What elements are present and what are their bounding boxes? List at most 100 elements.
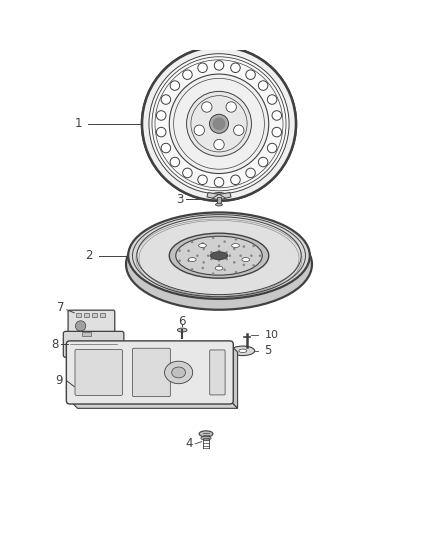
Circle shape xyxy=(210,251,213,254)
Circle shape xyxy=(272,127,282,137)
FancyBboxPatch shape xyxy=(75,350,122,395)
Ellipse shape xyxy=(165,361,193,384)
Text: 7: 7 xyxy=(57,301,65,314)
Circle shape xyxy=(214,139,224,150)
Circle shape xyxy=(218,264,220,266)
Circle shape xyxy=(214,61,224,70)
Circle shape xyxy=(218,245,220,247)
Circle shape xyxy=(267,143,277,153)
Bar xyxy=(100,313,105,317)
Circle shape xyxy=(239,254,242,257)
Bar xyxy=(82,332,91,336)
Circle shape xyxy=(212,272,215,275)
Text: 10: 10 xyxy=(265,330,279,340)
Circle shape xyxy=(201,242,204,245)
Circle shape xyxy=(252,264,255,266)
Circle shape xyxy=(196,254,199,257)
Circle shape xyxy=(191,268,194,271)
Circle shape xyxy=(235,271,237,273)
FancyBboxPatch shape xyxy=(64,332,124,357)
Circle shape xyxy=(259,254,261,257)
Circle shape xyxy=(201,102,212,112)
Circle shape xyxy=(250,254,253,257)
Circle shape xyxy=(202,248,205,251)
Circle shape xyxy=(233,125,244,135)
Circle shape xyxy=(223,269,226,271)
Ellipse shape xyxy=(176,236,262,275)
Circle shape xyxy=(246,70,255,79)
Circle shape xyxy=(258,81,268,90)
FancyBboxPatch shape xyxy=(210,350,225,395)
Circle shape xyxy=(212,117,226,130)
Ellipse shape xyxy=(177,328,187,332)
Circle shape xyxy=(210,258,213,260)
Circle shape xyxy=(226,102,237,112)
Circle shape xyxy=(170,157,180,167)
Circle shape xyxy=(231,175,240,184)
Circle shape xyxy=(235,238,237,240)
Circle shape xyxy=(218,249,220,252)
Circle shape xyxy=(161,95,171,104)
Ellipse shape xyxy=(198,244,206,247)
Polygon shape xyxy=(70,401,237,408)
Circle shape xyxy=(178,260,181,262)
Circle shape xyxy=(194,125,205,135)
Circle shape xyxy=(252,245,255,247)
Bar xyxy=(84,313,89,317)
Polygon shape xyxy=(207,192,219,198)
Ellipse shape xyxy=(211,192,227,199)
Circle shape xyxy=(218,259,220,262)
Polygon shape xyxy=(230,344,237,408)
Ellipse shape xyxy=(137,217,301,295)
Text: 9: 9 xyxy=(55,374,63,387)
Polygon shape xyxy=(219,192,231,198)
Circle shape xyxy=(258,157,268,167)
Circle shape xyxy=(187,249,190,252)
Circle shape xyxy=(201,266,204,269)
Circle shape xyxy=(243,245,245,248)
Circle shape xyxy=(231,63,240,72)
Circle shape xyxy=(198,175,207,184)
Circle shape xyxy=(209,114,229,133)
Ellipse shape xyxy=(232,244,240,247)
Circle shape xyxy=(198,63,207,72)
Ellipse shape xyxy=(231,346,254,356)
Circle shape xyxy=(178,249,181,252)
Circle shape xyxy=(214,177,224,187)
Ellipse shape xyxy=(169,233,269,278)
Circle shape xyxy=(223,240,226,243)
Circle shape xyxy=(149,54,289,194)
FancyBboxPatch shape xyxy=(68,310,115,337)
Text: 1: 1 xyxy=(75,117,82,130)
Circle shape xyxy=(187,259,190,262)
Ellipse shape xyxy=(172,367,186,378)
Text: 5: 5 xyxy=(265,344,272,357)
Bar xyxy=(92,313,97,317)
Circle shape xyxy=(169,74,269,174)
Circle shape xyxy=(75,321,86,331)
Text: 3: 3 xyxy=(177,193,184,206)
FancyBboxPatch shape xyxy=(66,341,233,404)
Ellipse shape xyxy=(242,257,250,262)
Ellipse shape xyxy=(215,266,223,270)
Circle shape xyxy=(156,127,166,137)
Text: 6: 6 xyxy=(179,315,186,328)
Circle shape xyxy=(225,251,228,254)
Ellipse shape xyxy=(201,436,211,440)
Circle shape xyxy=(246,168,255,177)
Circle shape xyxy=(233,248,236,251)
Ellipse shape xyxy=(199,431,213,437)
Bar xyxy=(76,313,81,317)
FancyBboxPatch shape xyxy=(133,348,170,397)
Ellipse shape xyxy=(215,204,223,206)
Circle shape xyxy=(161,143,171,153)
Circle shape xyxy=(243,263,245,266)
Circle shape xyxy=(183,70,192,79)
Circle shape xyxy=(267,95,277,104)
Circle shape xyxy=(225,258,228,260)
Text: 8: 8 xyxy=(51,338,58,351)
Circle shape xyxy=(202,261,205,264)
Text: 4: 4 xyxy=(185,437,192,450)
Text: 2: 2 xyxy=(85,249,93,262)
Circle shape xyxy=(142,47,296,201)
